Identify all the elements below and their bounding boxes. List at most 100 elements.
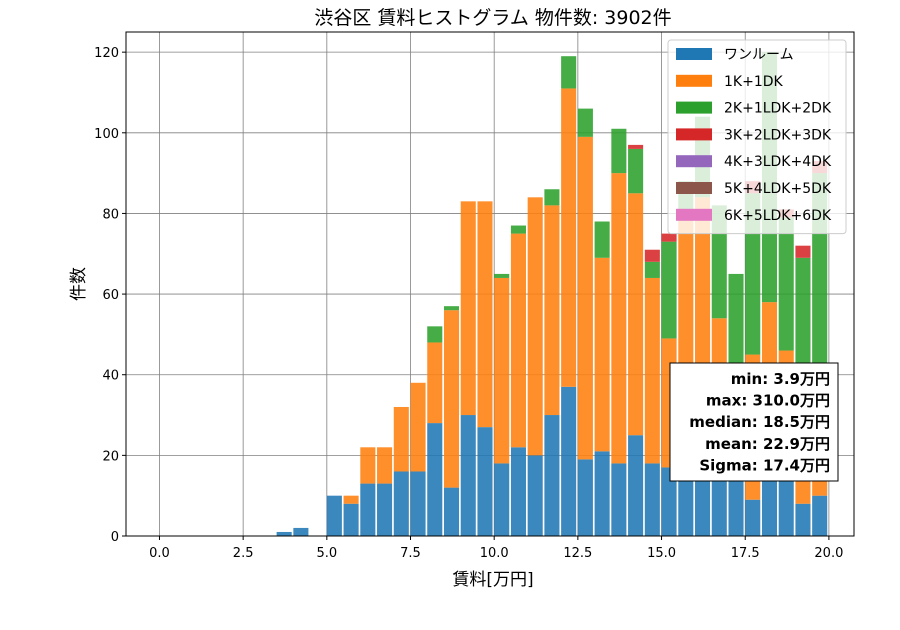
histogram-bar (544, 189, 560, 206)
histogram-bar (661, 241, 677, 339)
histogram-bar (644, 463, 660, 536)
x-tick-label: 5.0 (316, 546, 337, 561)
legend-swatch (676, 101, 712, 114)
histogram-bar (812, 495, 828, 536)
histogram-bar (343, 503, 359, 536)
histogram-bar (628, 435, 644, 536)
histogram-bar (594, 451, 610, 536)
histogram-bar (393, 471, 409, 536)
histogram-bar (360, 483, 376, 536)
histogram-bar (761, 475, 778, 536)
histogram-bar (427, 423, 443, 536)
stats-line: median: 18.5万円 (689, 413, 830, 431)
histogram-bar (427, 342, 443, 424)
histogram-bar (661, 233, 677, 242)
x-tick-label: 15.0 (647, 546, 676, 561)
histogram-bar (494, 273, 510, 278)
ticks: 0.0 2.5 5.0 7.5 10.0 12.5 15.0 17.5 20.0 0 20 40 60 8… (94, 46, 843, 561)
histogram-bar (661, 467, 677, 536)
histogram-bar (443, 310, 460, 488)
histogram-bar (494, 463, 510, 536)
legend-label: 6K+5LDK+6DK (724, 208, 832, 224)
histogram-bar (377, 447, 393, 484)
histogram-bar (460, 415, 476, 536)
y-tick-label: 20 (102, 449, 119, 464)
histogram-bar (494, 277, 510, 464)
histogram-bar (611, 173, 627, 464)
legend: ワンルーム 1K+1DK 2K+1LDK+2DK 3K+2LDK+3DK 4K+3LDK… (667, 39, 847, 235)
legend-swatch (676, 74, 712, 87)
x-tick-label: 12.5 (563, 546, 592, 561)
histogram-bar (594, 221, 610, 258)
histogram-bar (745, 499, 761, 536)
histogram-bar (460, 201, 476, 416)
legend-swatch (676, 48, 712, 60)
legend-label: ワンルーム (724, 47, 794, 63)
histogram-bar (443, 487, 460, 536)
x-tick-label: 7.5 (400, 546, 421, 561)
histogram-bar (795, 245, 811, 258)
histogram-bar (544, 415, 560, 536)
histogram-bar (561, 56, 577, 89)
histogram-bar (427, 326, 443, 343)
histogram-bar (778, 475, 794, 536)
y-tick-label: 80 (102, 207, 119, 222)
histogram-bar (527, 197, 543, 456)
histogram-bar (377, 483, 393, 536)
chart-title: 渋谷区 賃料ヒストグラム 物件数: 3902件 (314, 7, 671, 29)
histogram-bar (594, 257, 610, 452)
x-tick-label: 20.0 (814, 546, 843, 561)
histogram-bar (728, 471, 744, 536)
histogram-bar (711, 475, 727, 536)
x-axis-title: 賃料[万円] (452, 570, 533, 590)
legend-label: 2K+1LDK+2DK (724, 101, 832, 117)
y-tick-label: 60 (102, 288, 119, 303)
histogram-bar (477, 427, 493, 536)
histogram-bar (678, 471, 694, 536)
y-tick-label: 120 (94, 46, 119, 61)
histogram-bar (778, 217, 794, 351)
y-tick-label: 0 (111, 530, 119, 545)
histogram-bar (644, 261, 660, 278)
y-tick-label: 100 (94, 127, 119, 142)
histogram-bar (360, 447, 376, 484)
stats-line: Sigma: 17.4万円 (699, 456, 830, 474)
histogram-bar (510, 447, 526, 536)
histogram-bar (628, 193, 644, 436)
x-tick-label: 17.5 (731, 546, 760, 561)
histogram-bar (510, 225, 526, 234)
histogram-bar (644, 277, 660, 464)
stats-box: min: 3.9万円 max: 310.0万円 median: 18.5万円 mean… (669, 362, 839, 482)
legend-swatch (676, 182, 712, 194)
legend-label: 3K+2LDK+3DK (724, 127, 832, 143)
stats-line: min: 3.9万円 (731, 370, 830, 388)
histogram-bar (410, 471, 426, 536)
histogram-bar (443, 306, 460, 311)
histogram-bar (561, 386, 577, 536)
legend-label: 5K+4LDK+5DK (724, 181, 832, 197)
histogram-bar (611, 463, 627, 536)
histogram-bar (577, 108, 593, 137)
histogram-bar (561, 88, 577, 387)
histogram-bar (577, 136, 593, 460)
x-tick-label: 10.0 (480, 546, 509, 561)
histogram-bar (343, 495, 359, 504)
histogram-bar (544, 205, 560, 416)
legend-label: 4K+3LDK+4DK (724, 154, 832, 170)
histogram-bar (577, 459, 593, 536)
legend-swatch (676, 155, 712, 168)
y-tick-label: 40 (102, 369, 119, 384)
y-axis-title: 件数 (69, 267, 89, 301)
stats-frame (669, 362, 839, 482)
histogram-bar (293, 527, 309, 536)
stats-line: mean: 22.9万円 (705, 435, 830, 453)
histogram-bar (510, 233, 526, 448)
legend-swatch (676, 208, 712, 221)
legend-swatch (676, 128, 712, 141)
histogram-bar (276, 531, 292, 536)
histogram-bar (628, 144, 644, 149)
histogram-bar (477, 201, 493, 428)
histogram-bar (410, 382, 426, 472)
histogram-bar (326, 495, 342, 536)
